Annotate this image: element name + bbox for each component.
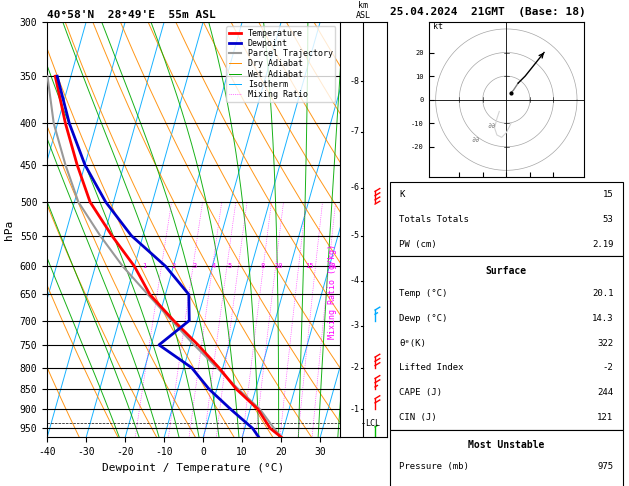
Text: -5: -5 bbox=[350, 231, 360, 240]
Bar bbox=[390, 257, 623, 430]
Text: 15: 15 bbox=[306, 263, 314, 269]
Text: 40°58'N  28°49'E  55m ASL: 40°58'N 28°49'E 55m ASL bbox=[47, 10, 216, 20]
Text: Most Unstable: Most Unstable bbox=[468, 440, 545, 450]
Text: -6: -6 bbox=[350, 183, 360, 192]
Text: 10: 10 bbox=[274, 263, 283, 269]
Text: θᵉ(K): θᵉ(K) bbox=[399, 339, 426, 347]
Text: -7: -7 bbox=[350, 127, 360, 137]
Text: 20: 20 bbox=[327, 263, 335, 269]
Text: 4: 4 bbox=[212, 263, 216, 269]
Text: Pressure (mb): Pressure (mb) bbox=[399, 462, 469, 471]
Text: Dewp (°C): Dewp (°C) bbox=[399, 314, 448, 323]
Text: 5: 5 bbox=[228, 263, 232, 269]
Text: LCL: LCL bbox=[365, 419, 381, 428]
Text: Mixing Ratio (g/kg): Mixing Ratio (g/kg) bbox=[328, 244, 337, 339]
Text: 975: 975 bbox=[598, 462, 613, 471]
Text: kt: kt bbox=[433, 22, 443, 31]
Text: Temp (°C): Temp (°C) bbox=[399, 289, 448, 298]
Text: -1: -1 bbox=[350, 405, 360, 414]
Text: 15: 15 bbox=[603, 190, 613, 199]
Text: -4: -4 bbox=[350, 276, 360, 285]
Text: Totals Totals: Totals Totals bbox=[399, 215, 469, 224]
Text: 20.1: 20.1 bbox=[592, 289, 613, 298]
Text: Surface: Surface bbox=[486, 266, 527, 277]
Text: ∂∂: ∂∂ bbox=[487, 123, 496, 129]
Text: km
ASL: km ASL bbox=[356, 0, 370, 20]
Text: 3: 3 bbox=[192, 263, 197, 269]
Text: 2.19: 2.19 bbox=[592, 240, 613, 249]
Text: 25.04.2024  21GMT  (Base: 18): 25.04.2024 21GMT (Base: 18) bbox=[390, 7, 586, 17]
Text: 322: 322 bbox=[598, 339, 613, 347]
Text: ∂∂: ∂∂ bbox=[471, 137, 479, 143]
Text: -3: -3 bbox=[350, 321, 360, 330]
Text: -2: -2 bbox=[603, 364, 613, 372]
Text: PW (cm): PW (cm) bbox=[399, 240, 437, 249]
Text: CIN (J): CIN (J) bbox=[399, 413, 437, 422]
Text: 14.3: 14.3 bbox=[592, 314, 613, 323]
Text: -2: -2 bbox=[350, 363, 360, 372]
Text: 8: 8 bbox=[261, 263, 265, 269]
Text: 244: 244 bbox=[598, 388, 613, 397]
Bar bbox=[390, 182, 623, 257]
Text: 53: 53 bbox=[603, 215, 613, 224]
X-axis label: Dewpoint / Temperature (°C): Dewpoint / Temperature (°C) bbox=[103, 463, 284, 473]
Text: -8: -8 bbox=[350, 77, 360, 86]
Text: Lifted Index: Lifted Index bbox=[399, 364, 464, 372]
Text: CAPE (J): CAPE (J) bbox=[399, 388, 442, 397]
Text: 121: 121 bbox=[598, 413, 613, 422]
Y-axis label: hPa: hPa bbox=[4, 220, 14, 240]
Text: 1: 1 bbox=[142, 263, 146, 269]
Text: K: K bbox=[399, 190, 404, 199]
Bar bbox=[390, 430, 623, 486]
Legend: Temperature, Dewpoint, Parcel Trajectory, Dry Adiabat, Wet Adiabat, Isotherm, Mi: Temperature, Dewpoint, Parcel Trajectory… bbox=[226, 26, 335, 102]
Text: 2: 2 bbox=[171, 263, 175, 269]
